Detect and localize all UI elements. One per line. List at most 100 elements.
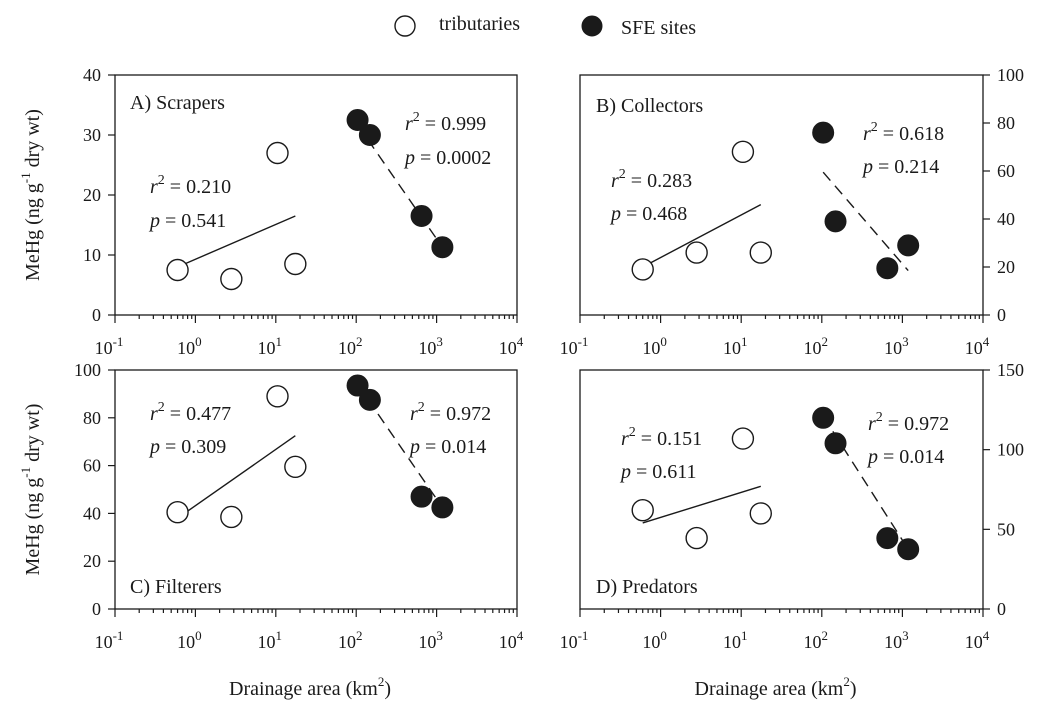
y-tick-label: 0 <box>92 305 101 325</box>
panel-title: B) Collectors <box>596 95 703 117</box>
y-tick-label: 80 <box>997 113 1015 133</box>
x-tick-label: 102 <box>804 628 829 652</box>
tributaries-fit-line <box>642 485 761 524</box>
panel-title: C) Filterers <box>130 576 222 598</box>
x-tick-label: 103 <box>884 334 909 358</box>
tributary-point <box>166 501 189 524</box>
panel-title: A) Scrapers <box>130 92 225 114</box>
y-tick-label: 100 <box>997 440 1024 460</box>
y-tick-label: 150 <box>997 360 1024 380</box>
p-label: p = 0.468 <box>609 203 687 225</box>
panel-2: 0 20 40 60 80 100 10-1 100 101 102 103 104 B) Collec… <box>560 65 1024 358</box>
y-tick-label: 40 <box>83 65 101 85</box>
p-label: p = 0.541 <box>148 210 226 232</box>
x-tick-label: 10-1 <box>95 334 124 358</box>
tributary-point <box>266 141 289 165</box>
tributary-point <box>284 455 307 478</box>
tributary-point <box>685 241 708 264</box>
x-tick-label: 101 <box>258 334 283 358</box>
y-tick-label: 80 <box>83 408 101 428</box>
plot-frame <box>579 369 984 610</box>
y-tick-label: 20 <box>997 257 1015 277</box>
sfe-point <box>824 210 847 233</box>
y-tick-label: 60 <box>83 456 101 476</box>
tributaries-fit-line <box>642 203 762 268</box>
legend-sfe-label: SFE sites <box>621 17 696 39</box>
panel-3: 0 20 40 60 80 100 10-1 100 101 102 103 104 C) Filter… <box>18 360 524 700</box>
legend-tributaries-label: tributaries <box>439 13 520 35</box>
sfe-point <box>358 124 381 146</box>
sfe-point <box>824 432 847 455</box>
r2-label: r2 = 0.151 <box>621 425 702 450</box>
sfe-point <box>410 485 433 508</box>
legend-open-marker <box>394 15 416 37</box>
x-tick-label: 101 <box>258 628 283 652</box>
r2-label: r2 = 0.972 <box>410 400 491 425</box>
x-tick-label: 102 <box>338 628 363 652</box>
tributary-point <box>266 385 289 408</box>
r2-label: r2 = 0.477 <box>150 400 231 425</box>
plot-frame <box>579 74 984 316</box>
y-tick-label: 100 <box>997 65 1024 85</box>
y-tick-label: 40 <box>997 209 1015 229</box>
y-tick-label: 0 <box>997 599 1006 619</box>
y-tick-label: 10 <box>83 245 101 265</box>
y-axis-title: MeHg (ng g-1 dry wt) <box>18 109 44 281</box>
x-tick-label: 10-1 <box>560 628 589 652</box>
tributaries-fit-line <box>177 435 296 519</box>
x-tick-label: 101 <box>723 628 748 652</box>
y-axis-title: MeHg (ng g-1 dry wt) <box>18 404 44 576</box>
plot-frame <box>114 369 518 610</box>
y-tick-label: 30 <box>83 125 101 145</box>
p-label: p = 0.0002 <box>403 147 491 169</box>
x-tick-label: 10-1 <box>95 628 124 652</box>
sfe-point <box>410 205 433 227</box>
sfe-point <box>358 388 381 411</box>
tributary-point <box>731 140 755 164</box>
p-label: p = 0.309 <box>148 436 226 458</box>
tributary-point <box>731 427 755 450</box>
x-tick-label: 102 <box>338 334 363 358</box>
sfe-point <box>346 109 369 131</box>
y-tick-label: 60 <box>997 161 1015 181</box>
panel-4: 0 50 100 150 10-1 100 101 102 103 104 D) Predators… <box>560 360 1024 700</box>
tributaries-fit-line <box>177 215 296 268</box>
legend: tributaries SFE sites <box>394 13 696 39</box>
sfe-point <box>431 236 454 259</box>
x-tick-label: 102 <box>804 334 829 358</box>
r2-label: r2 = 0.972 <box>868 410 949 435</box>
tributary-point <box>220 267 243 291</box>
y-tick-label: 0 <box>997 305 1006 325</box>
p-label: p = 0.214 <box>861 156 939 178</box>
r2-label: r2 = 0.210 <box>150 173 231 198</box>
sfe-point <box>431 496 454 519</box>
y-tick-label: 50 <box>997 519 1015 539</box>
x-tick-label: 100 <box>177 628 202 652</box>
p-label: p = 0.611 <box>619 461 697 483</box>
x-tick-label: 104 <box>499 628 524 652</box>
sfe-point <box>346 374 369 397</box>
tributary-point <box>166 258 189 282</box>
x-tick-label: 104 <box>965 628 990 652</box>
x-tick-label: 100 <box>177 334 202 358</box>
tributary-point <box>749 241 772 264</box>
x-tick-label: 103 <box>884 628 909 652</box>
x-tick-label: 104 <box>965 334 990 358</box>
legend-filled-marker <box>581 15 603 37</box>
r2-label: r2 = 0.618 <box>863 120 944 145</box>
sfe-point <box>876 257 899 280</box>
p-label: p = 0.014 <box>866 446 944 468</box>
y-tick-label: 0 <box>92 599 101 619</box>
sfe-point <box>897 538 920 561</box>
x-axis-title: Drainage area (km2) <box>695 674 857 700</box>
panel-title: D) Predators <box>596 576 698 598</box>
r2-label: r2 = 0.999 <box>405 110 486 135</box>
x-tick-label: 10-1 <box>560 334 589 358</box>
sfe-point <box>876 527 899 550</box>
y-tick-label: 100 <box>74 360 101 380</box>
y-tick-label: 20 <box>83 551 101 571</box>
p-label: p = 0.014 <box>408 436 486 458</box>
x-tick-label: 104 <box>499 334 524 358</box>
sfe-point <box>812 406 835 429</box>
